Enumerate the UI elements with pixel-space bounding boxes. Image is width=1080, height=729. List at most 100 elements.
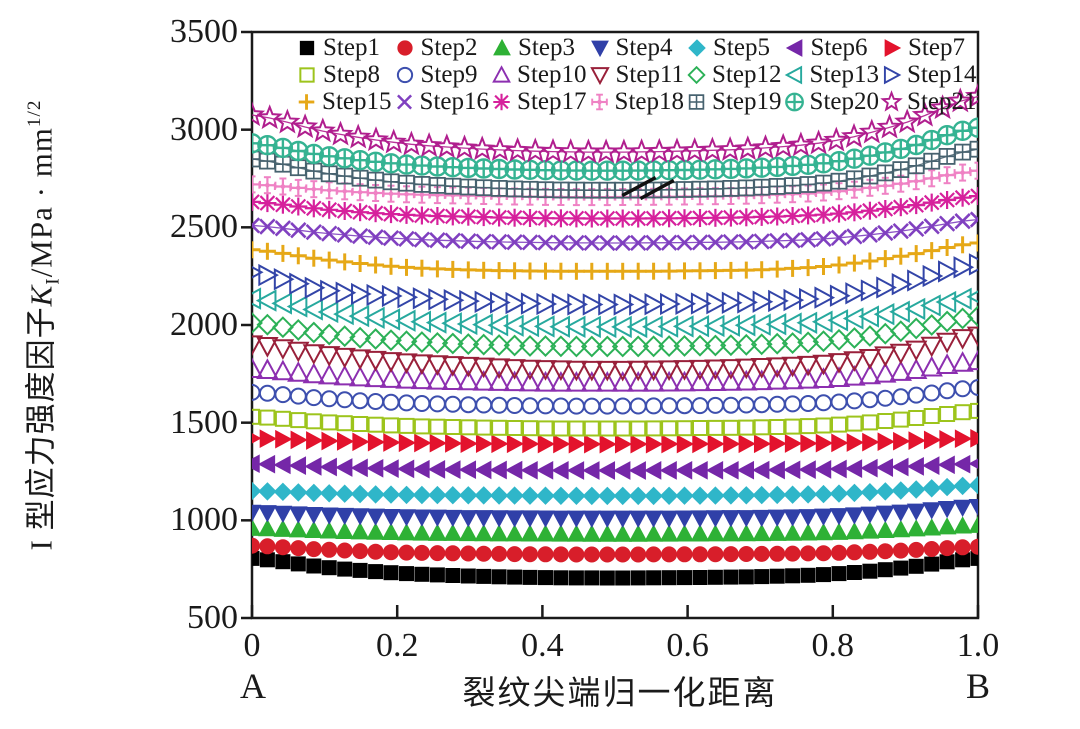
- legend-entry-step10: Step10: [489, 62, 587, 87]
- x-tick-label: 0.6: [666, 627, 709, 664]
- legend-label: Step5: [713, 34, 770, 61]
- legend-marker-step9-icon: [396, 66, 413, 83]
- legend-marker-step11-icon: [589, 66, 610, 85]
- legend-marker-step15-icon: [298, 93, 315, 110]
- legend-entry-step3: Step3: [489, 35, 587, 60]
- legend-marker-step21-icon: [880, 89, 903, 112]
- legend-label: Step19: [712, 88, 782, 115]
- legend-entry-step2: Step2: [392, 35, 490, 60]
- x-tick-label: 0.8: [811, 627, 855, 664]
- legend-entry-step5: Step5: [684, 35, 782, 60]
- y-axis-title-prefix: I 型应力强度因子: [23, 306, 59, 551]
- legend-label: Step15: [322, 88, 392, 115]
- series-Step11: [252, 326, 978, 382]
- legend-label: Step18: [614, 88, 684, 115]
- y-tick-label: 1500: [170, 403, 238, 441]
- legend-entry-step6: Step6: [782, 35, 880, 60]
- y-axis-title-subscript: I: [42, 277, 64, 285]
- legend-marker-step3-icon: [493, 38, 511, 55]
- legend-label: Step2: [420, 34, 478, 61]
- series-Step19: [252, 140, 978, 199]
- legend-marker-step6-icon: [785, 38, 802, 57]
- x-tick-label: 1.0: [956, 627, 1000, 664]
- legend-entry-step11: Step11: [587, 61, 684, 88]
- series-Step7: [252, 428, 978, 454]
- legend-label: Step3: [518, 34, 575, 61]
- series-Step20: [252, 117, 978, 181]
- legend-label: Step4: [615, 34, 673, 61]
- x-endpoint-a: A: [240, 666, 266, 706]
- legend-marker-step17-icon: [493, 93, 510, 110]
- legend-marker-step8-icon: [299, 66, 315, 83]
- x-tick-label: 0.2: [375, 627, 419, 664]
- legend-entry-step16: Step16: [392, 88, 489, 115]
- legend-marker-step5-icon: [688, 38, 706, 57]
- series-Step1: [252, 550, 978, 586]
- legend-marker-step12-icon: [687, 65, 706, 84]
- x-endpoint-b: B: [965, 666, 990, 706]
- legend-label: Step10: [517, 61, 587, 88]
- legend-marker-step20-icon: [784, 92, 804, 111]
- legend-label: Step20: [809, 88, 879, 115]
- legend-marker-step7-icon: [884, 38, 902, 57]
- y-axis-title-symbol: K: [23, 284, 59, 307]
- y-axis-title: I 型应力强度因子KI/MPa · mm1/2: [15, 100, 64, 551]
- y-tick-label: 500: [187, 599, 238, 636]
- legend-label: Step11: [615, 61, 684, 88]
- series-Step5: [252, 475, 978, 506]
- legend-entry-step19: Step19: [684, 89, 782, 114]
- legend-label: Step7: [908, 34, 965, 61]
- series-Step4: [252, 498, 978, 528]
- series-Step10: [252, 349, 978, 392]
- legend-label: Step8: [323, 61, 380, 88]
- legend-label: Step9: [420, 61, 478, 88]
- legend-entry-step1: Step1: [294, 35, 392, 60]
- legend-entry-step12: Step12: [684, 62, 782, 87]
- legend-marker-step2-icon: [396, 39, 413, 56]
- legend-marker-step16-icon: [396, 94, 412, 109]
- y-axis-title-exponent: 1/2: [24, 99, 46, 128]
- legend-marker-step18-icon: [590, 93, 608, 110]
- legend-entry-step17: Step17: [489, 89, 587, 114]
- legend-label: Step1: [323, 34, 380, 61]
- legend-marker-step1-icon: [299, 40, 315, 55]
- series-Step3: [252, 515, 978, 542]
- legend-entry-step4: Step4: [587, 35, 685, 60]
- y-tick-label: 2500: [170, 208, 238, 246]
- legend-label: Step13: [809, 61, 879, 88]
- legend-label: Step12: [712, 61, 782, 88]
- legend-entry-step7: Step7: [879, 35, 977, 60]
- legend-entry-step9: Step9: [392, 62, 490, 87]
- x-tick-label: 0: [243, 627, 261, 664]
- legend-label: Step21: [907, 88, 977, 115]
- series-Step12: [252, 305, 978, 358]
- legend-marker-step4-icon: [590, 40, 609, 57]
- legend-label: Step16: [419, 88, 489, 115]
- legend-entry-step8: Step8: [294, 62, 392, 87]
- legend-marker-step13-icon: [784, 65, 802, 84]
- legend-entry-step15: Step15: [294, 89, 392, 114]
- series-Step13: [252, 287, 978, 339]
- legend-label: Step6: [810, 34, 868, 61]
- series-Step2: [252, 537, 978, 563]
- series-Step16: [252, 211, 978, 252]
- y-tick-label: 3000: [170, 110, 238, 148]
- x-axis-title: 裂纹尖端归一化距离: [462, 676, 778, 712]
- series-Step6: [252, 454, 978, 480]
- y-axis-title-unit: /MPa · mm: [23, 127, 59, 278]
- legend-entry-step18: Step18: [587, 88, 684, 115]
- legend-entry-step20: Step20: [782, 88, 879, 115]
- annotation-slash-mark: [621, 175, 675, 201]
- legend: Step1 Step2 Step3 Step4 Step5 Step6 Step7 Step8…: [294, 34, 977, 115]
- legend-marker-step14-icon: [883, 65, 902, 84]
- series-Step17: [252, 187, 978, 228]
- series-Step14: [252, 253, 978, 316]
- legend-marker-step10-icon: [492, 64, 511, 83]
- legend-entry-step13: Step13: [782, 61, 879, 88]
- legend-entry-step14: Step14: [879, 62, 977, 87]
- legend-marker-step19-icon: [688, 93, 705, 110]
- series-Step15: [252, 234, 978, 280]
- legend-label: Step14: [907, 61, 977, 88]
